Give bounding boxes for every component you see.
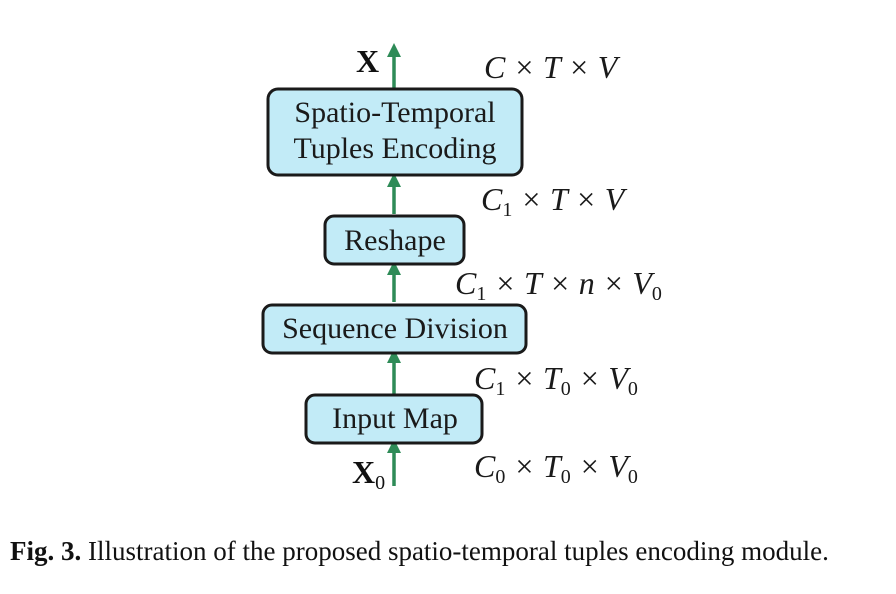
dimension-label-output: C × T × V xyxy=(484,49,621,85)
caption-text: Illustration of the proposed spatio-temp… xyxy=(81,536,829,566)
figure-label: Fig. 3. xyxy=(10,536,82,566)
box-label: Reshape xyxy=(344,224,446,257)
dimension-label-input: C0 × T0 × V0 xyxy=(474,448,638,488)
dimension-label-input-map: C1 × T0 × V0 xyxy=(474,360,638,400)
box-input-map: Input Map xyxy=(304,393,484,445)
box-label: Input Map xyxy=(332,402,458,435)
dimension-label-reshape: C1 × T × V xyxy=(481,181,628,221)
dimension-label-division: C1 × T × n × V0 xyxy=(455,265,662,305)
box-sequence-division: Sequence Division xyxy=(261,303,528,355)
box-label-line2: Tuples Encoding xyxy=(293,132,496,165)
figure-caption: Fig. 3. Illustration of the proposed spa… xyxy=(10,536,890,567)
box-reshape: Reshape xyxy=(323,214,466,266)
output-variable: X xyxy=(356,43,379,79)
box-label: Sequence Division xyxy=(282,312,508,345)
box-label-line1: Spatio-Temporal xyxy=(294,96,495,129)
box-spatio-temporal-encoding: Spatio-Temporal Tuples Encoding xyxy=(266,87,524,177)
input-variable: X0 xyxy=(352,454,385,494)
